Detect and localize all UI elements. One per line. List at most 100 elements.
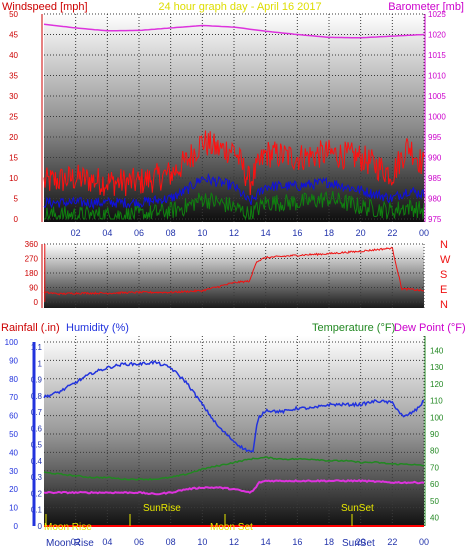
temperature-tick-label: 80 <box>430 447 439 456</box>
barometer-tick-label: 1015 <box>428 51 446 60</box>
barometer-tick-label: 990 <box>428 154 442 163</box>
wind-x-tick-label: 14 <box>261 228 271 238</box>
windspeed-tick-label: 50 <box>9 10 18 19</box>
barometer-tick-label: 1020 <box>428 31 446 40</box>
compass-direction-label: S <box>440 269 447 281</box>
sunrise-label: SunRise <box>143 503 181 514</box>
humidity-tick-label: 90 <box>9 356 18 365</box>
rainfall-tick-label: 0.1 <box>31 506 43 515</box>
rainfall-tick-label: 0.4 <box>31 457 43 466</box>
climate-x-tick-label: 12 <box>229 537 239 547</box>
chart-title: 24 hour graph day - April 16 2017 <box>158 1 321 13</box>
wind-x-tick-label: 16 <box>292 228 302 238</box>
dewpoint-axis-label: Dew Point (°F) <box>394 322 466 334</box>
temperature-axis-label: Temperature (°F) <box>312 322 395 334</box>
humidity-tick-label: 30 <box>9 467 18 476</box>
rainfall-tick-label: 0.6 <box>31 424 43 433</box>
climate-panel-background <box>44 336 424 526</box>
rainfall-axis-label: Rainfall (.in) <box>1 322 60 334</box>
wind-x-tick-label: 20 <box>356 228 366 238</box>
windspeed-tick-label: 5 <box>14 195 19 204</box>
rainfall-tick-label: 0.8 <box>31 392 43 401</box>
rainfall-tick-label: 0 <box>38 522 43 531</box>
direction-panel-background <box>44 244 424 308</box>
humidity-tick-label: 80 <box>9 375 18 384</box>
climate-x-tick-label: 14 <box>261 537 271 547</box>
temperature-tick-label: 70 <box>430 463 439 472</box>
wind-x-tick-label: 06 <box>134 228 144 238</box>
windspeed-tick-label: 30 <box>9 92 18 101</box>
direction-tick-label: 180 <box>25 269 39 278</box>
humidity-tick-label: 70 <box>9 393 18 402</box>
temperature-tick-label: 140 <box>430 346 444 355</box>
wind-x-tick-label: 08 <box>166 228 176 238</box>
wind-x-tick-label: 22 <box>387 228 397 238</box>
windspeed-tick-label: 40 <box>9 51 18 60</box>
climate-x-tick-label: 10 <box>197 537 207 547</box>
temperature-tick-label: 90 <box>430 430 439 439</box>
bottom-sunset-label: SunSet <box>342 538 375 549</box>
direction-tick-label: 90 <box>29 284 38 293</box>
temperature-tick-label: 100 <box>430 413 444 422</box>
direction-tick-label: 360 <box>25 240 39 249</box>
compass-direction-label: E <box>440 284 447 296</box>
wind-panel-grid <box>44 13 425 222</box>
wind-gust-line <box>43 130 425 197</box>
humidity-line <box>43 360 424 453</box>
barometer-axis-label: Barometer [mb] <box>388 1 464 13</box>
barometer-line <box>43 23 425 39</box>
climate-x-tick-label: 08 <box>166 537 176 547</box>
climate-x-tick-label: 20 <box>356 537 366 547</box>
windspeed-tick-label: 35 <box>9 72 18 81</box>
sunset-label: SunSet <box>341 503 374 514</box>
temperature-tick-label: 120 <box>430 380 444 389</box>
humidity-tick-label: 40 <box>9 448 18 457</box>
barometer-tick-label: 1000 <box>428 113 446 122</box>
rainfall-tick-label: 0.3 <box>31 473 43 482</box>
windspeed-tick-label: 15 <box>9 154 18 163</box>
temperature-tick-label: 40 <box>430 514 439 523</box>
rainfall-tick-label: 0.5 <box>31 441 43 450</box>
barometer-tick-label: 1010 <box>428 72 446 81</box>
compass-direction-label: N <box>440 299 448 311</box>
humidity-tick-label: 0 <box>14 522 19 531</box>
barometer-tick-label: 985 <box>428 174 442 183</box>
climate-x-tick-label: 18 <box>324 537 334 547</box>
climate-x-tick-label: 22 <box>387 537 397 547</box>
wind-x-tick-label: 04 <box>102 228 112 238</box>
humidity-tick-label: 10 <box>9 504 18 513</box>
temperature-line <box>43 456 425 481</box>
wind-x-tick-label: 18 <box>324 228 334 238</box>
compass-direction-label: N <box>440 239 448 251</box>
dewpoint-line <box>43 479 425 496</box>
temperature-tick-label: 130 <box>430 363 444 372</box>
compass-direction-label: W <box>440 254 451 266</box>
climate-x-tick-label: 02 <box>71 537 81 547</box>
climate-x-tick-label: 00 <box>419 537 429 547</box>
windspeed-axis-label: Windspeed [mph] <box>2 1 88 13</box>
humidity-tick-label: 60 <box>9 412 18 421</box>
wind-average-line <box>43 172 425 210</box>
humidity-tick-label: 20 <box>9 485 18 494</box>
temperature-tick-label: 50 <box>430 497 439 506</box>
barometer-tick-label: 980 <box>428 195 442 204</box>
wind-x-tick-label: 12 <box>229 228 239 238</box>
moonset-label: Moon Set <box>210 522 253 533</box>
direction-panel-grid <box>44 243 425 308</box>
climate-x-tick-label: 04 <box>102 537 112 547</box>
humidity-tick-label: 100 <box>5 338 19 347</box>
bottom-moonrise-label: Moon Rise <box>46 538 94 549</box>
windspeed-tick-label: 0 <box>14 215 19 224</box>
barometer-tick-label: 1025 <box>428 10 446 19</box>
wind-low-line <box>44 191 425 221</box>
rainfall-tick-label: 0.7 <box>31 408 43 417</box>
temperature-tick-label: 60 <box>430 480 439 489</box>
windspeed-tick-label: 20 <box>9 133 18 142</box>
windspeed-tick-label: 10 <box>9 174 18 183</box>
wind-direction-line <box>43 246 425 296</box>
wind-x-tick-label: 02 <box>71 228 81 238</box>
wind-x-tick-label: 00 <box>419 228 429 238</box>
humidity-axis-label: Humidity (%) <box>66 322 129 334</box>
temperature-tick-label: 110 <box>430 397 443 406</box>
